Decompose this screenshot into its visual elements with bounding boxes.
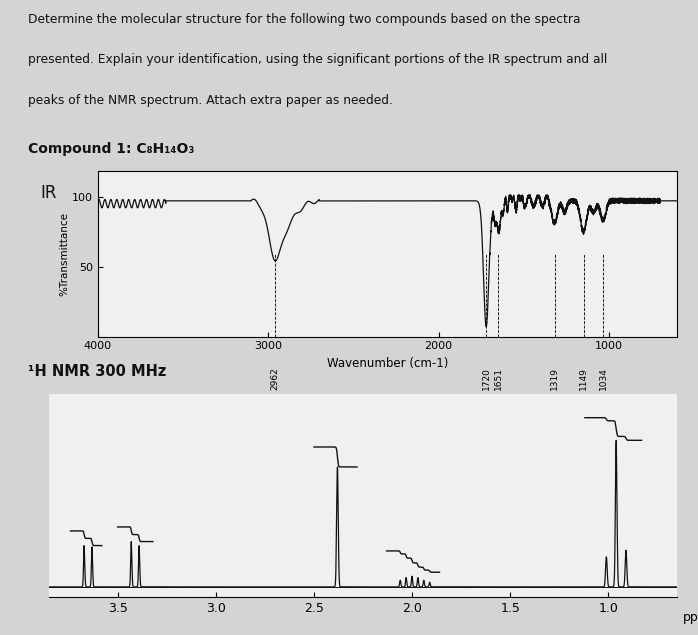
Text: Determine the molecular structure for the following two compounds based on the s: Determine the molecular structure for th… — [28, 13, 581, 25]
Text: 1149: 1149 — [579, 367, 588, 390]
X-axis label: Wavenumber (cm-1): Wavenumber (cm-1) — [327, 357, 448, 370]
Text: 1651: 1651 — [493, 367, 503, 390]
Text: ¹H NMR 300 MHz: ¹H NMR 300 MHz — [28, 364, 166, 379]
Text: 2962: 2962 — [270, 367, 279, 390]
Text: Compound 1: C₈H₁₄O₃: Compound 1: C₈H₁₄O₃ — [28, 142, 194, 156]
Text: 1319: 1319 — [550, 367, 559, 390]
Y-axis label: %Transmittance: %Transmittance — [59, 212, 69, 296]
Text: ppm: ppm — [683, 611, 698, 624]
Text: 1034: 1034 — [599, 367, 607, 390]
Text: peaks of the NMR spectrum. Attach extra paper as needed.: peaks of the NMR spectrum. Attach extra … — [28, 94, 393, 107]
Text: presented. Explain your identification, using the significant portions of the IR: presented. Explain your identification, … — [28, 53, 607, 66]
Text: IR: IR — [40, 184, 57, 202]
Text: 1720: 1720 — [482, 367, 491, 390]
